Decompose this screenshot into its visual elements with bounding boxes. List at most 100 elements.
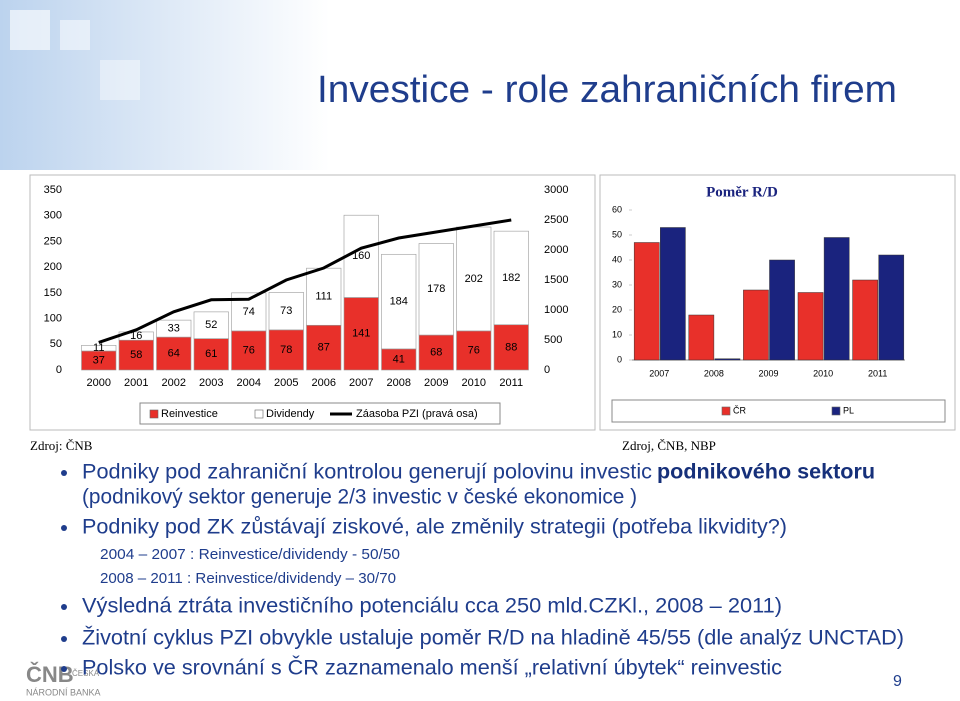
bullet <box>61 636 67 642</box>
bar <box>633 242 660 361</box>
bar <box>714 358 741 361</box>
bar <box>797 292 824 361</box>
legend-swatch <box>149 409 159 419</box>
y2-tick-label: 500 <box>544 334 562 346</box>
y-tick-label: 300 <box>44 210 62 222</box>
bar <box>193 338 229 371</box>
y-tick-label: 0 <box>56 364 62 376</box>
data-label: 37 <box>93 354 105 366</box>
x-tick-label: 2007 <box>349 377 373 389</box>
x-tick-label: 2010 <box>813 368 833 378</box>
x-tick-label: 2001 <box>124 377 148 389</box>
text: Výsledná ztráta investičního potenciálu … <box>82 595 782 618</box>
logo: ČNB <box>26 662 74 687</box>
bar <box>306 267 342 326</box>
bar <box>743 289 769 361</box>
data-label: 141 <box>352 328 370 340</box>
data-label: 33 <box>168 323 180 335</box>
y-tick-label: 50 <box>612 229 622 239</box>
decoration <box>100 60 140 100</box>
legend-label: Záasoba PZI (pravá osa) <box>356 408 478 420</box>
source: Zdroj, ČNB, NBP <box>622 438 716 453</box>
text: Podniky pod zahraniční kontrolou generuj… <box>82 461 652 484</box>
bar <box>118 339 154 371</box>
decoration <box>60 20 90 50</box>
y-tick-label: 0 <box>617 354 622 364</box>
source: Zdroj: ČNB <box>30 438 93 453</box>
bar <box>268 292 304 331</box>
x-tick-label: 2003 <box>199 377 223 389</box>
x-tick-label: 2007 <box>649 368 669 378</box>
legend-label: Dividendy <box>266 408 315 420</box>
x-tick-label: 2010 <box>462 377 486 389</box>
bar <box>193 311 229 339</box>
bar <box>156 336 192 371</box>
bar <box>769 259 795 361</box>
y2-tick-label: 1500 <box>544 274 568 286</box>
data-label: 73 <box>280 305 292 317</box>
text: 2008 – 2011 : Reinvestice/dividendy – 30… <box>100 570 396 587</box>
logo: ČESKÁ <box>72 669 100 678</box>
data-label: 78 <box>280 344 292 356</box>
bullet <box>61 604 67 610</box>
bar <box>81 345 117 352</box>
y2-tick-label: 0 <box>544 364 550 376</box>
bar <box>456 330 492 371</box>
data-label: 184 <box>390 296 408 308</box>
y-tick-label: 60 <box>612 204 622 214</box>
text: 2004 – 2007 : Reinvestice/dividendy - 50… <box>100 546 400 563</box>
data-label: 88 <box>505 341 517 353</box>
data-label: 41 <box>393 353 405 365</box>
page-number: 9 <box>893 673 902 690</box>
legend <box>139 402 501 425</box>
legend-swatch <box>721 406 731 416</box>
bar <box>418 243 454 336</box>
data-label: 58 <box>130 349 142 361</box>
bar <box>156 319 192 338</box>
data-label: 160 <box>352 250 370 262</box>
y-tick-label: 100 <box>44 312 62 324</box>
y-tick-label: 40 <box>612 254 622 264</box>
data-label: 16 <box>130 330 142 342</box>
logo: NÁRODNÍ BANKA <box>26 687 101 697</box>
data-label: 87 <box>318 342 330 354</box>
line <box>98 218 512 344</box>
y-tick-label: 200 <box>44 261 62 273</box>
data-label: 68 <box>430 346 442 358</box>
y2-tick-label: 2500 <box>544 214 568 226</box>
y2-tick-label: 1000 <box>544 304 568 316</box>
bullet <box>61 470 67 476</box>
x-tick-label: 2009 <box>424 377 448 389</box>
data-label: 74 <box>243 306 255 318</box>
bar <box>660 227 686 361</box>
bar <box>493 324 529 371</box>
y2-tick-label: 3000 <box>544 184 568 196</box>
x-tick-label: 2011 <box>868 368 887 378</box>
title: Investice - role zahraničních firem <box>317 69 897 111</box>
chart-title: Poměr R/D <box>706 184 778 200</box>
legend-swatch <box>831 406 841 416</box>
decoration <box>0 0 330 170</box>
text: (podnikový sektor generuje 2/3 investic … <box>82 486 637 509</box>
x-tick-label: 2011 <box>499 377 523 389</box>
data-label: 182 <box>502 272 520 284</box>
x-tick-label: 2002 <box>162 377 186 389</box>
text: Polsko ve srovnání s ČR zaznamenalo menš… <box>82 657 782 680</box>
text: podnikového sektoru <box>657 461 875 484</box>
legend-label: ČR <box>733 405 746 415</box>
x-tick-label: 2004 <box>237 377 261 389</box>
y-tick-label: 50 <box>50 338 62 350</box>
x-tick-label: 2005 <box>274 377 298 389</box>
data-label: 111 <box>315 291 332 303</box>
y-tick-label: 10 <box>612 329 622 339</box>
data-label: 76 <box>243 344 255 356</box>
bar <box>823 237 850 361</box>
x-tick-label: 2008 <box>704 368 724 378</box>
decoration <box>10 10 50 50</box>
bar <box>381 253 417 350</box>
bullet <box>61 525 67 531</box>
bar <box>418 334 454 371</box>
data-label: 76 <box>468 344 480 356</box>
bar <box>878 254 905 361</box>
